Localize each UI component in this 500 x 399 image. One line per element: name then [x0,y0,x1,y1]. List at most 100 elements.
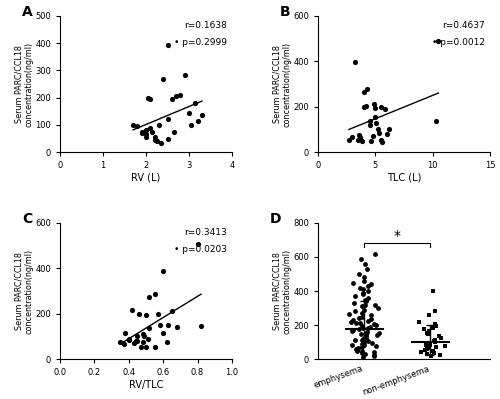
Point [358,310,366,316]
Point [366,122,374,128]
Point [378,139,386,145]
Point [356,134,364,140]
Point [140,333,148,340]
Point [373,332,381,338]
Point [350,293,358,299]
Point [128,307,136,314]
Point [358,303,366,310]
Point [432,118,440,124]
Point [176,92,184,98]
Point [428,288,436,294]
Point [142,127,150,134]
Point [424,346,432,352]
Point [385,126,393,132]
Point [360,278,368,284]
Point [362,302,370,309]
Point [358,350,366,356]
Point [146,96,154,102]
Point [358,290,366,296]
Point [370,352,378,359]
Point [194,241,202,248]
Point [159,267,167,274]
Point [366,118,374,124]
Point [364,283,372,289]
Point [352,346,360,352]
Point [159,75,167,82]
Text: B: B [280,5,291,19]
Point [137,344,145,350]
Point [129,122,137,128]
Point [369,133,377,139]
Point [138,128,145,135]
Point [429,348,437,355]
Point [357,255,365,262]
Point [352,348,360,355]
Point [422,351,430,357]
Point [360,336,368,342]
Point [361,351,369,357]
Point [356,326,364,332]
Point [372,322,380,328]
Point [372,251,380,257]
Text: r=0.4637: r=0.4637 [442,22,485,30]
Point [358,348,366,354]
Point [372,105,380,111]
Point [435,333,443,339]
Text: *: * [394,229,401,243]
Point [364,318,372,324]
Point [346,318,354,325]
Point [356,315,364,322]
Point [360,261,368,267]
Point [351,337,359,344]
Point [362,333,370,339]
Point [377,104,385,110]
X-axis label: RV (L): RV (L) [132,173,160,183]
Point [380,106,388,112]
Point [348,134,356,140]
Point [429,324,437,331]
Point [157,139,165,146]
Point [192,100,200,106]
Point [148,128,156,135]
Point [372,119,380,126]
Point [359,324,367,331]
Point [363,329,371,335]
Point [362,335,370,341]
Point [360,274,368,280]
Point [362,330,370,337]
Point [374,305,382,311]
Point [170,128,178,135]
Point [197,323,205,330]
Point [358,138,366,144]
Point [424,331,432,338]
Point [430,350,438,356]
Point [429,348,437,354]
Point [164,322,172,328]
Point [357,331,365,338]
Point [434,38,442,44]
Point [194,118,202,124]
Y-axis label: Serum PARC/CCL18
concentration(ng/ml): Serum PARC/CCL18 concentration(ng/ml) [272,41,291,126]
Point [142,312,150,318]
Point [355,271,363,277]
Point [142,344,150,350]
Text: r=0.1638: r=0.1638 [184,22,227,30]
Point [417,349,425,356]
Point [180,71,188,78]
Point [371,301,379,308]
Point [142,134,150,140]
Point [122,330,130,336]
Point [375,330,383,336]
X-axis label: RV/TLC: RV/TLC [129,380,163,390]
Point [154,310,162,317]
Point [360,89,368,95]
Point [138,130,145,136]
Point [432,308,440,315]
Point [374,126,382,132]
Point [348,279,356,286]
Point [358,341,366,347]
Point [159,330,167,336]
Point [428,352,436,359]
Point [364,325,372,332]
Point [414,318,422,325]
